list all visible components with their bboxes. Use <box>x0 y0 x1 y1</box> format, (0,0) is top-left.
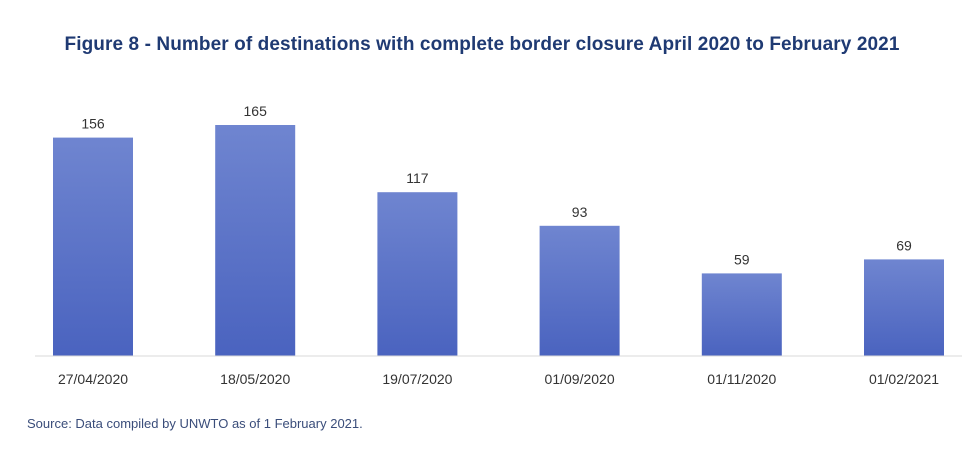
x-tick-label: 27/04/2020 <box>58 371 128 387</box>
x-tick-label: 01/09/2020 <box>545 371 615 387</box>
bars-layer <box>53 125 944 356</box>
x-tick-label: 19/07/2020 <box>382 371 452 387</box>
data-label: 59 <box>734 251 750 267</box>
data-label: 117 <box>406 170 429 186</box>
data-label: 93 <box>572 204 588 220</box>
bar-01-11-2020 <box>701 273 782 356</box>
bar-19-07-2020 <box>377 192 458 356</box>
x-tick-label: 01/02/2021 <box>869 371 939 387</box>
data-label: 165 <box>244 103 268 119</box>
data-label: 156 <box>81 116 105 132</box>
source-note: Source: Data compiled by UNWTO as of 1 F… <box>27 416 363 431</box>
chart-title: Figure 8 - Number of destinations with c… <box>64 34 900 55</box>
x-tick-label: 01/11/2020 <box>707 371 776 387</box>
bar-01-02-2021 <box>864 259 944 356</box>
bar-01-09-2020 <box>539 225 620 356</box>
data-label: 69 <box>896 237 912 253</box>
x-tick-label: 18/05/2020 <box>220 371 290 387</box>
bar-27-04-2020 <box>53 137 133 356</box>
labels-layer: 156 27/04/2020 165 18/05/2020 117 19/07/2020 9… <box>58 103 939 387</box>
bar-18-05-2020 <box>215 125 296 356</box>
